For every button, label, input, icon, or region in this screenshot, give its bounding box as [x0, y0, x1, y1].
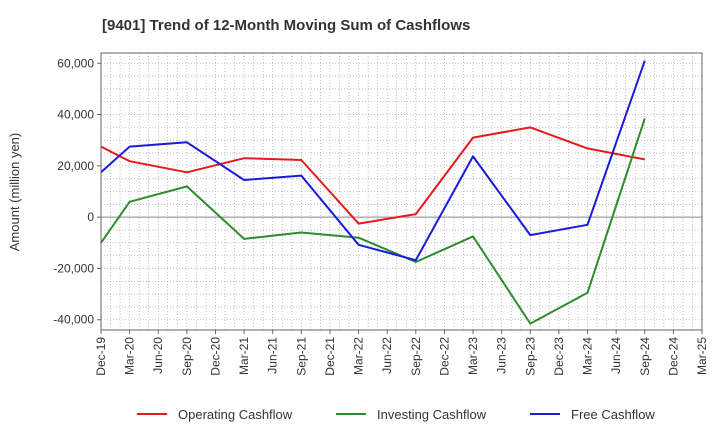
series-line-investing-cashflow	[100, 118, 646, 325]
legend-label: Free Cashflow	[571, 407, 655, 422]
x-tick-label: Dec-23	[552, 337, 566, 376]
x-tick-label: Mar-21	[237, 337, 251, 375]
y-tick-label: -20,000	[53, 261, 94, 275]
y-axis-ticks: -40,000 -20,000 0 20,000 40,000 60,000	[53, 56, 101, 327]
x-axis-ticks: Dec-19 Mar-20 Jun-20 Sep-20 Dec-20 Mar-21 Jun-…	[94, 330, 709, 376]
x-tick-label: Jun-21	[266, 337, 280, 374]
x-tick-label: Mar-25	[695, 337, 709, 375]
x-tick-label: Dec-22	[437, 337, 451, 376]
series-line-operating-cashflow	[100, 126, 645, 225]
grid-lines	[101, 53, 702, 330]
legend-label: Operating Cashflow	[178, 407, 293, 422]
x-tick-label: Mar-23	[466, 337, 480, 375]
y-axis-label: Amount (million yen)	[7, 133, 22, 252]
legend-label: Investing Cashflow	[377, 407, 487, 422]
x-tick-label: Mar-22	[352, 337, 366, 375]
x-tick-label: Sep-21	[294, 337, 308, 376]
x-tick-label: Dec-24	[666, 337, 680, 376]
x-tick-label: Mar-24	[581, 337, 595, 375]
y-tick-label: 20,000	[57, 159, 94, 173]
x-tick-label: Jun-22	[380, 337, 394, 374]
y-tick-label: 0	[87, 210, 94, 224]
x-tick-label: Dec-21	[323, 337, 337, 376]
x-tick-label: Sep-24	[638, 337, 652, 376]
series-line-free-cashflow	[100, 60, 646, 262]
x-tick-label: Dec-19	[94, 337, 108, 376]
x-tick-label: Sep-22	[409, 337, 423, 376]
x-tick-label: Sep-20	[180, 337, 194, 376]
y-tick-label: -40,000	[53, 313, 94, 327]
y-tick-label: 60,000	[57, 56, 94, 70]
x-tick-label: Dec-20	[208, 337, 222, 376]
plot-frame	[100, 52, 703, 331]
x-tick-label: Mar-20	[123, 337, 137, 375]
x-tick-label: Sep-23	[523, 337, 537, 376]
x-tick-label: Jun-24	[609, 337, 623, 374]
x-tick-label: Jun-23	[495, 337, 509, 374]
chart-title: [9401] Trend of 12-Month Moving Sum of C…	[102, 17, 470, 34]
y-tick-label: 40,000	[57, 108, 94, 122]
legend: Operating Cashflow Investing Cashflow Free…	[137, 407, 655, 422]
series-lines	[100, 60, 646, 325]
x-tick-label: Jun-20	[151, 337, 165, 374]
